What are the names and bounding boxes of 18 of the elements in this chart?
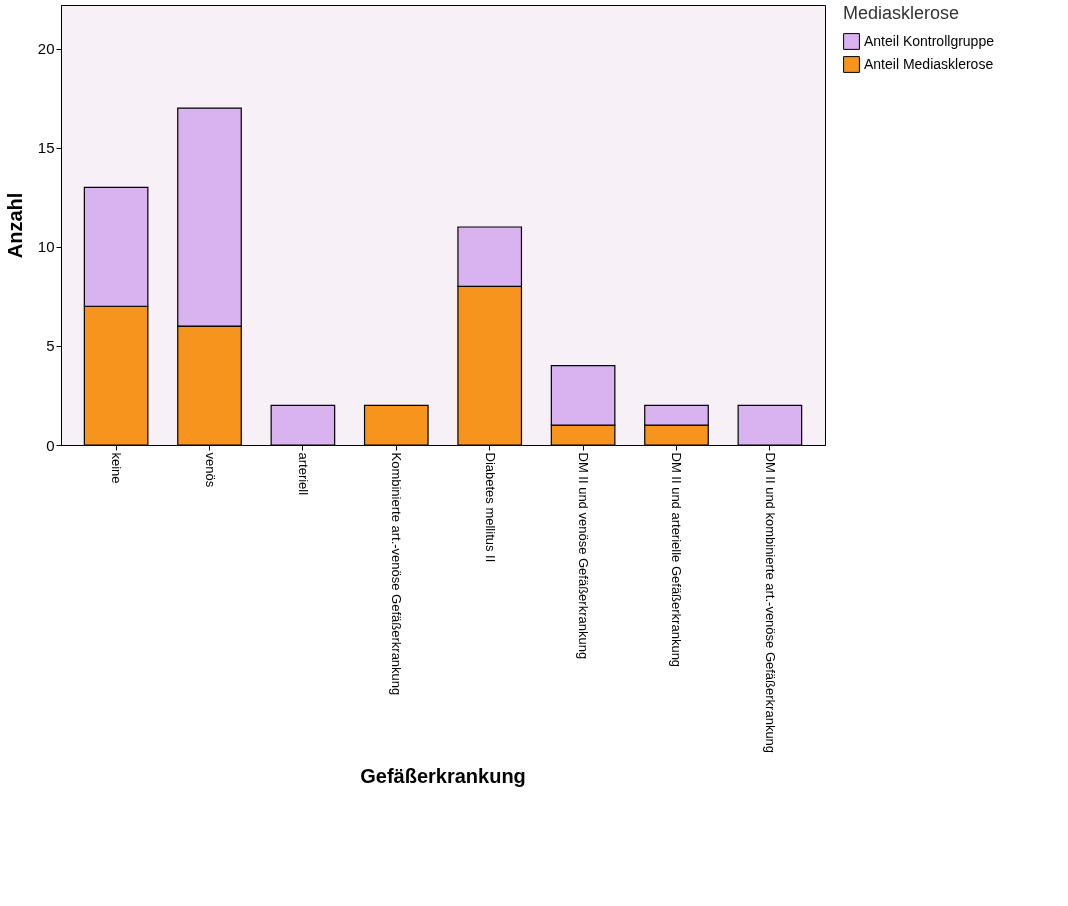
y-tick-label: 20 bbox=[37, 40, 55, 58]
x-tick-label: Diabetes mellitus II bbox=[482, 452, 498, 563]
y-tick-label: 0 bbox=[46, 436, 55, 454]
legend-title: Mediasklerose bbox=[843, 3, 960, 23]
y-tick-label: 5 bbox=[46, 337, 55, 355]
legend-label: Anteil Mediasklerose bbox=[864, 55, 994, 72]
x-tick-label: DM II und arterielle Gefäßerkrankung bbox=[669, 452, 685, 668]
x-tick-label: keine bbox=[109, 452, 125, 484]
x-tick-label: DM II und kombinierte art.-venöse Gefäßerkrankung bbox=[762, 452, 778, 754]
x-tick-label: venös bbox=[202, 452, 218, 488]
y-tick-label: 15 bbox=[37, 139, 55, 157]
x-tick-label: Kombinierte art.-venöse Gefäßerkrankung bbox=[389, 452, 405, 696]
x-tick-label: DM II und venöse Gefäßerkrankung bbox=[576, 452, 592, 660]
y-tick-label: 10 bbox=[37, 238, 55, 256]
legend-label: Anteil Kontrollgruppe bbox=[864, 32, 995, 49]
x-tick-label: arteriell bbox=[295, 452, 311, 496]
x-axis-title: Gefäßerkrankung bbox=[360, 764, 526, 787]
y-axis-title: Anzahl bbox=[3, 192, 26, 259]
